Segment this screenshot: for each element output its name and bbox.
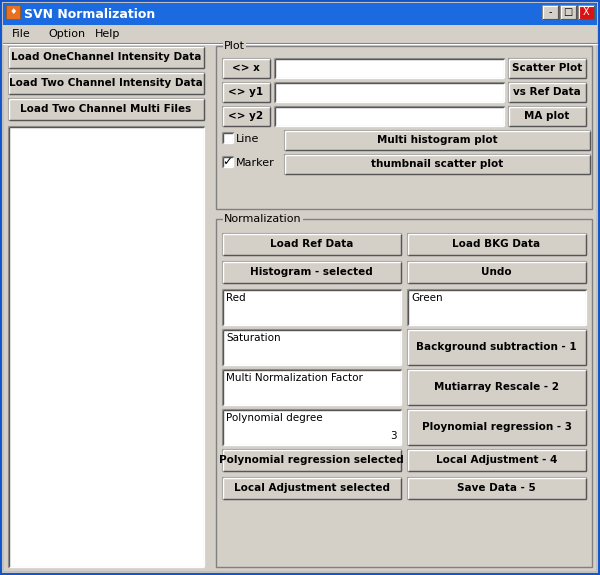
Text: ♦: ♦ xyxy=(9,7,17,17)
Text: Line: Line xyxy=(236,134,259,144)
Text: Load BKG Data: Load BKG Data xyxy=(452,239,541,249)
Text: Green: Green xyxy=(411,293,443,303)
Text: Undo: Undo xyxy=(481,267,512,277)
Text: Polynomial degree: Polynomial degree xyxy=(226,413,323,423)
Text: Save Data - 5: Save Data - 5 xyxy=(457,483,536,493)
Text: Help: Help xyxy=(95,29,121,39)
Text: Load Two Channel Intensity Data: Load Two Channel Intensity Data xyxy=(9,78,203,88)
Bar xyxy=(8,46,204,68)
Text: vs Ref Data: vs Ref Data xyxy=(513,87,581,97)
Text: File: File xyxy=(12,29,31,39)
Text: Marker: Marker xyxy=(236,158,275,168)
Text: SVN Normalization: SVN Normalization xyxy=(24,7,155,21)
Text: -: - xyxy=(548,7,552,17)
Bar xyxy=(6,5,20,19)
Bar xyxy=(222,82,270,102)
Bar xyxy=(407,233,586,255)
Bar xyxy=(222,289,401,325)
Text: <> y1: <> y1 xyxy=(229,87,263,97)
Bar xyxy=(407,261,586,283)
Text: Polynomial regression selected: Polynomial regression selected xyxy=(219,455,404,465)
Text: 3: 3 xyxy=(391,431,397,441)
Bar xyxy=(407,369,586,405)
Text: Histogram - selected: Histogram - selected xyxy=(250,267,373,277)
Text: Load Ref Data: Load Ref Data xyxy=(270,239,353,249)
Text: <> y2: <> y2 xyxy=(229,111,263,121)
Text: X: X xyxy=(583,7,589,17)
Bar xyxy=(578,5,594,19)
Bar xyxy=(284,154,590,174)
Bar xyxy=(560,5,576,19)
Text: Multi Normalization Factor: Multi Normalization Factor xyxy=(226,373,363,383)
Bar xyxy=(508,82,586,102)
Bar xyxy=(274,82,504,102)
Text: Load OneChannel Intensity Data: Load OneChannel Intensity Data xyxy=(11,52,201,62)
Bar xyxy=(222,132,233,143)
Text: Option: Option xyxy=(48,29,85,39)
Bar xyxy=(508,106,586,126)
Bar xyxy=(284,130,590,150)
Bar xyxy=(222,233,401,255)
Text: Background subtraction - 1: Background subtraction - 1 xyxy=(416,342,577,352)
Bar xyxy=(407,329,586,365)
Text: Scatter Plot: Scatter Plot xyxy=(512,63,582,73)
Bar xyxy=(274,58,504,78)
Bar xyxy=(222,369,401,405)
Text: □: □ xyxy=(563,7,572,17)
Bar xyxy=(222,58,270,78)
Bar xyxy=(222,449,401,471)
Bar xyxy=(3,3,597,25)
Bar xyxy=(216,46,592,209)
Bar xyxy=(8,72,204,94)
Text: Mutiarray Rescale - 2: Mutiarray Rescale - 2 xyxy=(434,382,559,392)
Bar xyxy=(8,98,204,120)
Bar xyxy=(222,156,233,167)
Bar xyxy=(542,5,558,19)
Bar xyxy=(8,126,204,567)
Bar xyxy=(274,106,504,126)
Text: Saturation: Saturation xyxy=(226,333,281,343)
Text: thumbnail scatter plot: thumbnail scatter plot xyxy=(371,159,503,169)
Text: Load Two Channel Multi Files: Load Two Channel Multi Files xyxy=(20,104,191,114)
Text: <> x: <> x xyxy=(232,63,260,73)
Text: Plot: Plot xyxy=(224,41,245,51)
Bar xyxy=(222,106,270,126)
Bar xyxy=(407,477,586,499)
Text: ✓: ✓ xyxy=(223,155,233,168)
Bar xyxy=(222,409,401,445)
Bar xyxy=(508,58,586,78)
Text: MA plot: MA plot xyxy=(524,111,569,121)
Bar xyxy=(222,261,401,283)
Bar xyxy=(407,289,586,325)
Bar xyxy=(3,25,597,43)
Bar xyxy=(407,409,586,445)
Text: Local Adjustment - 4: Local Adjustment - 4 xyxy=(436,455,557,465)
Text: Normalization: Normalization xyxy=(224,214,302,224)
Text: Ploynomial regression - 3: Ploynomial regression - 3 xyxy=(421,422,571,432)
Bar xyxy=(222,477,401,499)
Bar xyxy=(222,329,401,365)
Text: Red: Red xyxy=(226,293,245,303)
Text: Local Adjustment selected: Local Adjustment selected xyxy=(233,483,389,493)
Text: Multi histogram plot: Multi histogram plot xyxy=(377,135,497,145)
Bar xyxy=(407,449,586,471)
Bar xyxy=(216,219,592,567)
